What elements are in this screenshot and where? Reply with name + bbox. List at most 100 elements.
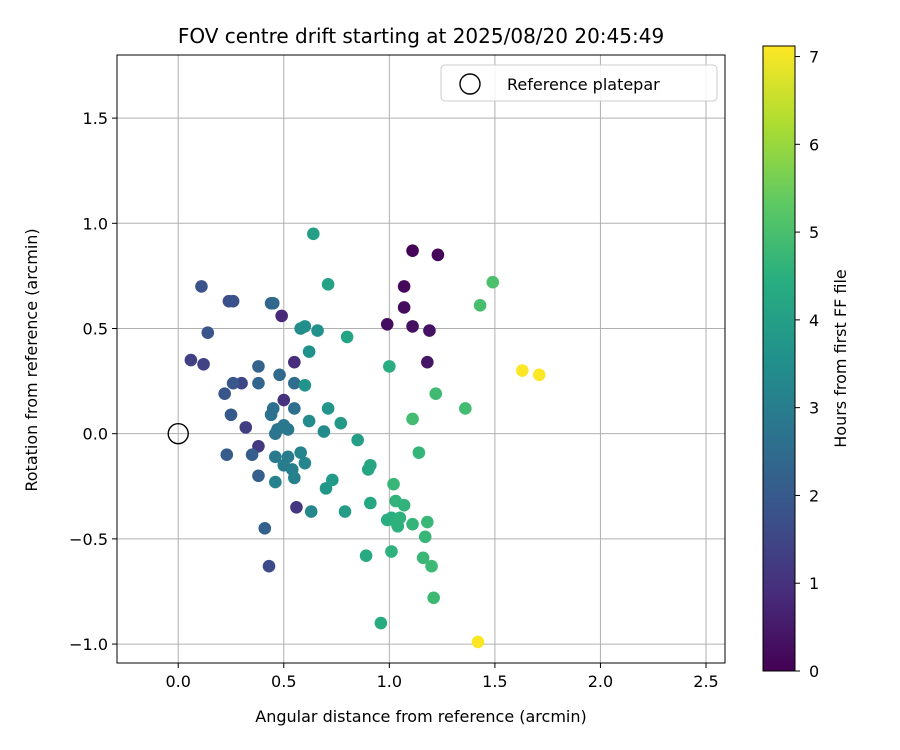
data-point-60 [326,473,339,487]
y-tick-label: 1.5 [83,109,108,128]
data-point-7 [421,355,434,369]
data-point-14 [184,353,198,367]
legend-box [440,64,718,102]
data-point-49 [298,456,312,470]
data-point-91 [459,402,472,415]
y-tick-label: 0.5 [83,319,108,338]
x-tick-label: 0.5 [271,672,296,691]
data-point-87 [425,559,438,573]
colorbar-ticks: 0 1 2 3 4 5 6 7 [795,48,819,681]
data-point-27 [252,469,265,483]
y-tick-label: 1.0 [83,214,108,233]
data-point-82 [412,446,426,459]
plot-frame [116,54,726,664]
y-tick-label: −1.0 [69,635,108,654]
colorbar-gradient [762,45,796,672]
x-axis-ticks: 0.0 0.5 1.0 1.5 2.0 2.5 [165,663,719,691]
data-point-0 [406,244,419,257]
data-point-62 [338,505,352,518]
data-point-70 [359,549,373,563]
data-point-93 [486,275,500,289]
colorbar-tick-label: 2 [809,486,819,505]
data-point-5 [406,320,419,333]
data-point-47 [269,475,282,489]
data-point-81 [406,517,419,531]
data-point-85 [416,551,430,565]
data-point-77 [393,511,407,525]
data-point-96 [471,635,485,649]
colorbar-tick-label: 1 [809,574,819,593]
data-point-17 [262,559,276,573]
data-point-3 [397,301,411,314]
colorbar-tick-label: 3 [809,399,819,418]
data-points [184,227,546,649]
data-point-69 [364,496,377,510]
data-point-26 [245,448,259,462]
colorbar-label: Hours from first FF file [831,269,850,448]
data-point-84 [418,530,432,544]
data-point-55 [311,324,324,337]
data-point-95 [532,368,546,382]
data-point-64 [307,227,320,241]
data-point-94 [516,364,529,377]
data-point-19 [226,294,240,308]
data-point-78 [385,545,398,558]
data-point-71 [374,616,388,630]
data-point-48 [294,446,307,459]
y-tick-label: 0.0 [83,425,108,444]
data-point-89 [429,387,443,401]
data-point-61 [334,416,348,430]
data-point-41 [281,423,295,436]
colorbar-tick-label: 7 [809,48,819,67]
plot-area [116,54,726,664]
x-tick-label: 1.5 [482,672,507,691]
x-tick-label: 2.5 [693,672,718,691]
data-point-54 [298,320,312,333]
data-point-83 [387,477,400,491]
colorbar-tick-label: 0 [809,662,819,681]
grid-lines [117,55,725,663]
data-point-20 [195,280,208,293]
data-point-90 [406,412,419,426]
data-point-22 [218,387,231,401]
colorbar-tick-label: 4 [809,311,819,330]
data-point-80 [397,498,411,512]
data-point-66 [340,330,354,344]
data-point-65 [321,278,335,291]
data-point-2 [397,280,411,293]
data-point-10 [277,393,291,407]
data-point-58 [321,402,335,415]
plot-background [117,55,725,663]
reference-marker [167,422,189,445]
data-point-86 [421,515,434,529]
data-point-57 [298,378,312,392]
data-point-35 [288,402,301,415]
data-point-15 [197,357,210,371]
data-point-34 [288,376,301,390]
data-point-1 [431,248,445,262]
data-point-23 [226,376,240,390]
legend-marker-reference [459,73,481,95]
y-axis-ticks: −1.0 −0.5 0.0 0.5 1.0 1.5 [69,109,117,654]
data-point-42 [269,450,282,464]
data-point-8 [275,309,288,323]
data-point-50 [304,505,318,518]
data-point-4 [380,317,394,331]
data-point-56 [302,345,316,358]
data-point-52 [317,425,331,438]
data-point-6 [423,324,436,337]
colorbar-tick-label: 6 [809,135,819,154]
data-point-33 [273,368,286,382]
data-point-68 [364,458,377,472]
data-point-63 [351,433,364,447]
x-axis-label: Angular distance from reference (arcmin) [255,707,586,726]
legend: Reference platepar [440,64,718,102]
chart-title: FOV centre drift starting at 2025/08/20 … [178,24,664,48]
colorbar-tick-label: 5 [809,223,819,242]
data-point-32 [266,296,280,310]
x-tick-label: 1.0 [377,672,402,691]
x-tick-label: 0.0 [165,672,190,691]
data-point-72 [383,360,396,373]
data-point-21 [201,326,215,340]
